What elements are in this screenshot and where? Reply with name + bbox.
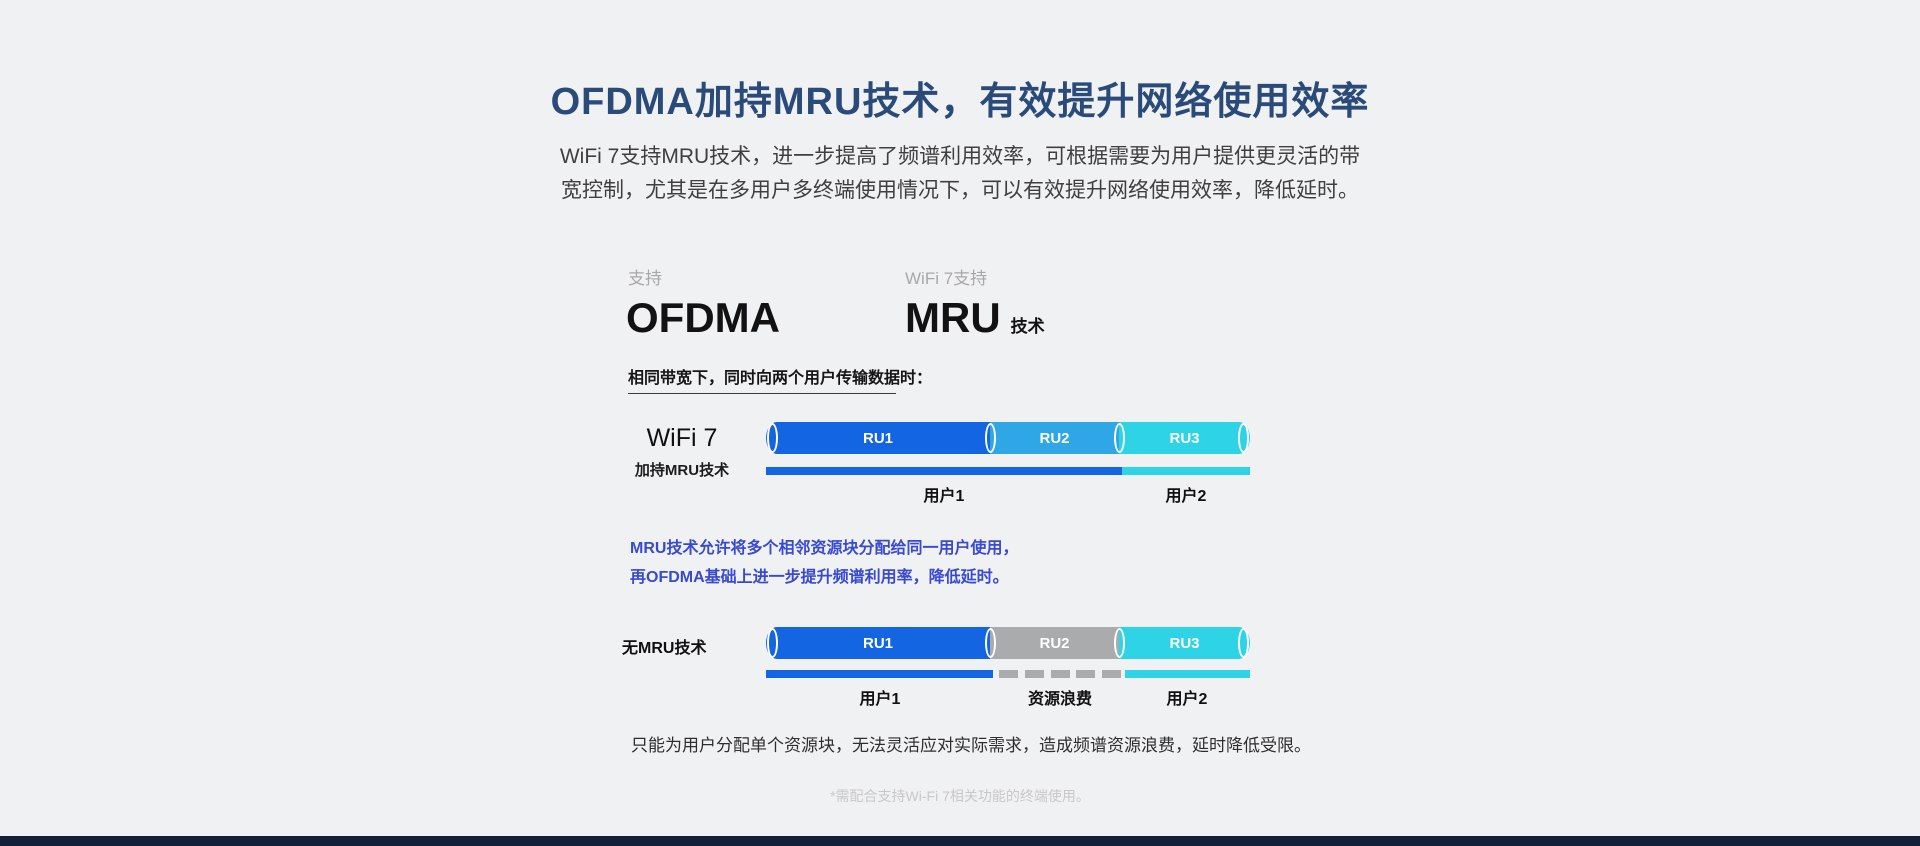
description-line-1: WiFi 7支持MRU技术，进一步提高了频谱利用效率，可根据需要为用户提供更灵活…	[559, 145, 1361, 168]
cylinder-cap-icon	[767, 423, 778, 453]
ofdma-support-label: 支持	[628, 269, 662, 288]
mru-support-label: WiFi 7支持	[905, 269, 988, 288]
section-title: OFDMA加持MRU技术，有效提升网络使用效率	[550, 81, 1370, 123]
wasted-resource-label: 资源浪费	[1027, 691, 1092, 708]
with-mru-resource-bar: RU1 RU2 RU3	[766, 422, 1250, 454]
ru3-segment: RU3	[1119, 627, 1250, 659]
dash-icon	[1076, 670, 1096, 678]
with-mru-title: WiFi 7 加持MRU技术	[628, 424, 736, 480]
user1-label: 用户1	[859, 691, 901, 708]
mru-note-line2: 再OFDMA基础上进一步提升频谱利用率，降低延时。	[630, 569, 1009, 586]
without-mru-bar-segments: RU1 RU2 RU3	[766, 627, 1250, 659]
with-mru-title-line2: 加持MRU技术	[634, 462, 730, 479]
cylinder-cap-icon	[767, 628, 778, 658]
next-section-edge	[0, 836, 1920, 846]
scenario-intro: 相同带宽下，同时向两个用户传输数据时：	[628, 370, 933, 387]
mru-note: MRU技术允许将多个相邻资源块分配给同一用户使用， 再OFDMA基础上进一步提升…	[630, 534, 1018, 592]
dash-icon	[1050, 670, 1070, 678]
user2-allocation-bar	[1122, 467, 1250, 475]
ru1-segment: RU1	[766, 627, 990, 659]
with-mru-title-line1: WiFi 7	[646, 424, 718, 452]
dash-icon	[1024, 670, 1044, 678]
mru-suffix: 技术	[1010, 317, 1045, 336]
ofdma-value: OFDMA	[626, 294, 780, 342]
user1-allocation-bar	[766, 467, 1122, 475]
dash-icon	[999, 670, 1018, 678]
cylinder-joint-icon	[1114, 628, 1125, 658]
without-mru-caption: 只能为用户分配单个资源块，无法灵活应对实际需求，造成频谱资源浪费，延时降低受限。	[631, 736, 1311, 755]
scenario-underline	[628, 393, 896, 394]
cylinder-joint-icon	[985, 423, 996, 453]
dash-icon	[1102, 670, 1121, 678]
cylinder-cap-icon	[1238, 423, 1249, 453]
ru2-segment-wasted: RU2	[990, 627, 1119, 659]
user2-label: 用户2	[1166, 691, 1208, 708]
mru-text: MRU	[905, 294, 1001, 341]
user2-label: 用户2	[1165, 488, 1207, 505]
user1-label: 用户1	[923, 488, 965, 505]
ofdma-text: OFDMA	[626, 294, 780, 341]
user1-allocation-bar	[766, 670, 993, 678]
cylinder-joint-icon	[985, 628, 996, 658]
description-line-2: 宽控制，尤其是在多用户多终端使用情况下，可以有效提升网络使用效率，降低延时。	[561, 179, 1359, 202]
cylinder-cap-icon	[1238, 628, 1249, 658]
section-description: WiFi 7支持MRU技术，进一步提高了频谱利用效率，可根据需要为用户提供更灵活…	[0, 140, 1920, 208]
mru-note-line1: MRU技术允许将多个相邻资源块分配给同一用户使用，	[630, 540, 1019, 557]
without-mru-title: 无MRU技术	[622, 640, 707, 657]
footnote: *需配合支持Wi-Fi 7相关功能的终端使用。	[830, 788, 1090, 804]
ru2-segment: RU2	[990, 422, 1119, 454]
user2-allocation-bar	[1125, 670, 1250, 678]
ru3-segment: RU3	[1119, 422, 1250, 454]
mru-value: MRU 技术	[905, 294, 1045, 342]
cylinder-joint-icon	[1114, 423, 1125, 453]
wasted-resource-dashes	[999, 670, 1121, 678]
with-mru-bar-segments: RU1 RU2 RU3	[766, 422, 1250, 454]
ru1-segment: RU1	[766, 422, 990, 454]
without-mru-resource-bar: RU1 RU2 RU3	[766, 627, 1250, 659]
